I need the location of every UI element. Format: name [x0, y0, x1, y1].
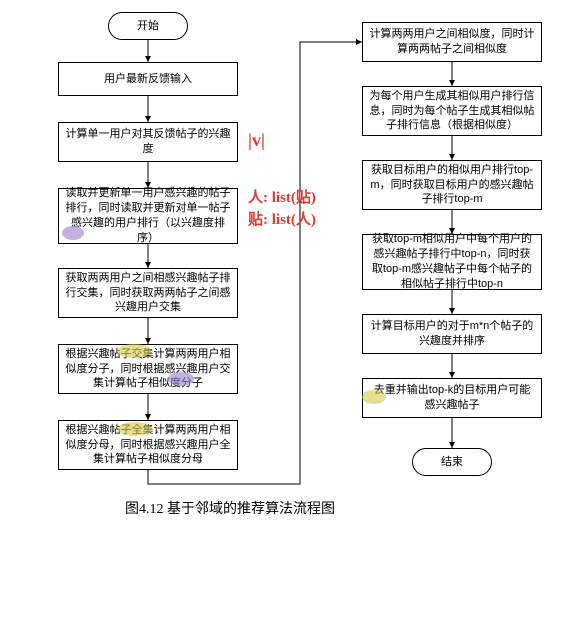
- node-end: 结束: [412, 448, 492, 476]
- flowchart-canvas: 图4.12 基于邻域的推荐算法流程图 开始用户最新反馈输入计算单一用户对其反馈帖…: [0, 0, 578, 622]
- node-r4: 获取top-m相似用户中每个用户的感兴趣帖子排行中top-n，同时获取top-m…: [362, 234, 542, 290]
- node-n5: 根据兴趣帖子交集计算两两用户相似度分子，同时根据感兴趣用户交集计算帖子相似度分子: [58, 344, 238, 394]
- handwritten-annotation: 贴: list(人): [248, 208, 316, 229]
- node-r3: 获取目标用户的相似用户排行top-m，同时获取目标用户的感兴趣帖子排行top-m: [362, 160, 542, 210]
- node-n2: 计算单一用户对其反馈帖子的兴趣度: [58, 122, 238, 162]
- node-n4: 获取两两用户之间相感兴趣帖子排行交集，同时获取两两帖子之间感兴趣用户交集: [58, 268, 238, 318]
- node-r5: 计算目标用户的对于m*n个帖子的兴趣度并排序: [362, 314, 542, 354]
- node-n6: 根据兴趣帖子全集计算两两用户相似度分母，同时根据感兴趣用户全集计算帖子相似度分母: [58, 420, 238, 470]
- node-r1: 计算两两用户之间相似度，同时计算两两帖子之间相似度: [362, 22, 542, 62]
- handwritten-annotation: 人: list(贴): [248, 186, 316, 207]
- node-r6: 去重并输出top-k的目标用户可能感兴趣帖子: [362, 378, 542, 418]
- figure-caption: 图4.12 基于邻域的推荐算法流程图: [125, 498, 335, 518]
- node-r2: 为每个用户生成其相似用户排行信息，同时为每个帖子生成其相似帖子排行信息（根据相似…: [362, 86, 542, 136]
- node-start: 开始: [108, 12, 188, 40]
- node-n1: 用户最新反馈输入: [58, 62, 238, 96]
- handwritten-annotation: |v|: [248, 130, 265, 151]
- node-n3: 读取并更新单一用户感兴趣的帖子排行，同时读取并更新对单一帖子感兴趣的用户排行（以…: [58, 188, 238, 244]
